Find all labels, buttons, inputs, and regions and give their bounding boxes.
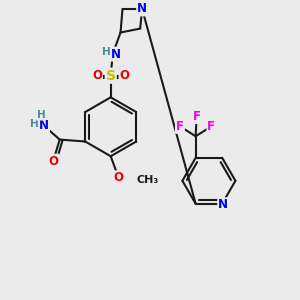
Text: F: F — [207, 120, 215, 133]
Text: CH₃: CH₃ — [136, 175, 158, 185]
Text: N: N — [39, 119, 49, 132]
Text: H: H — [37, 110, 45, 120]
Text: O: O — [114, 171, 124, 184]
Text: O: O — [119, 69, 130, 82]
Text: F: F — [193, 110, 201, 123]
Text: N: N — [218, 198, 228, 211]
Text: H: H — [102, 47, 111, 57]
Text: O: O — [92, 69, 102, 82]
Text: F: F — [176, 120, 184, 133]
Text: N: N — [137, 2, 147, 15]
Text: N: N — [111, 48, 121, 61]
Text: H: H — [30, 119, 38, 129]
Text: S: S — [106, 69, 116, 83]
Text: O: O — [49, 154, 59, 168]
